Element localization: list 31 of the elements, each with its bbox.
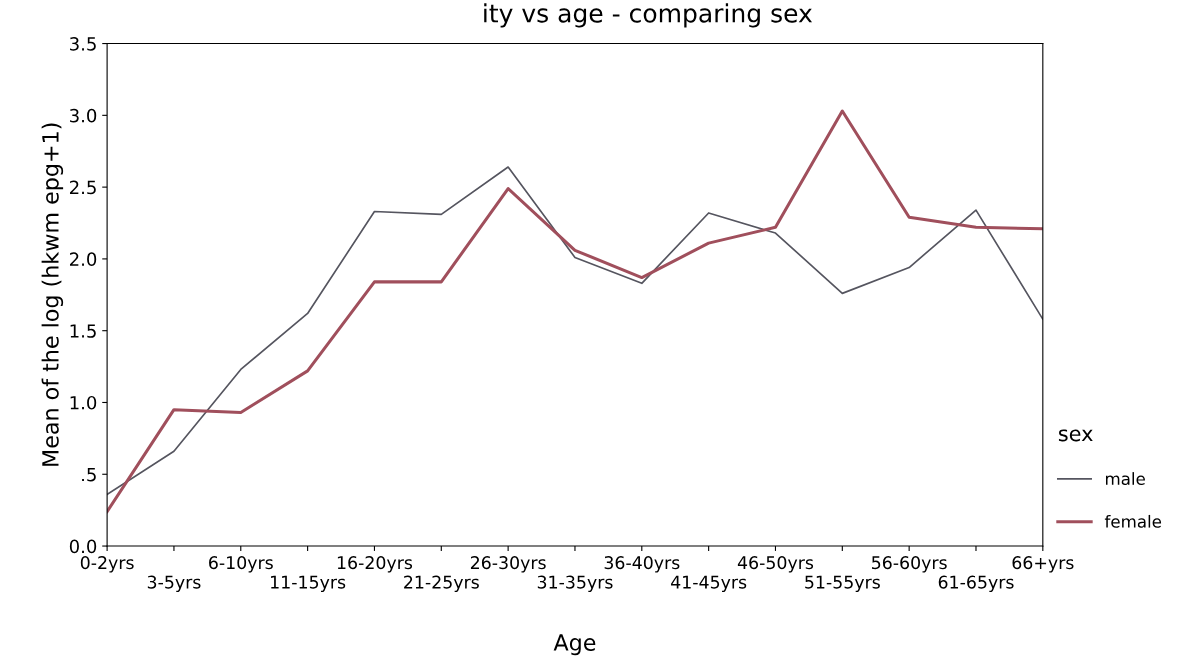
legend-label: female — [1104, 514, 1162, 528]
y-tick-label: 1.0 — [70, 395, 97, 410]
x-tick-label: 41-45yrs — [671, 575, 747, 593]
x-tick-label: 0-2yrs — [80, 556, 134, 573]
y-tick-label: 1.5 — [70, 324, 96, 338]
y-tick-label: 0.0 — [69, 539, 97, 554]
y-tick-label: .5 — [82, 467, 96, 482]
y-axis-title: Mean of the log (hkwm epg+1) — [41, 123, 64, 466]
x-tick-label: 3-5yrs — [147, 575, 201, 593]
line-series — [107, 166, 1043, 496]
x-tick-label: 16-20yrs — [337, 556, 413, 573]
x-tick-label: 36-40yrs — [604, 556, 680, 573]
legend-title: sex — [1058, 429, 1093, 442]
x-tick-label: 6-10yrs — [209, 556, 273, 573]
x-tick-label: 56-60yrs — [872, 556, 947, 573]
x-tick-label: 51-55yrs — [805, 575, 880, 593]
x-tick-label: 26-30yrs — [470, 556, 546, 573]
x-tick-label: 66+yrs — [1012, 556, 1074, 573]
y-tick-label: 2.0 — [69, 252, 97, 267]
chart-title: ity vs age - comparing sex — [484, 3, 813, 28]
y-tick-label: 3.0 — [70, 108, 97, 123]
x-axis-title: Age — [553, 634, 596, 656]
x-tick-label: 31-35yrs — [537, 575, 613, 593]
x-tick-label: 21-25yrs — [404, 575, 479, 593]
x-tick-label: 11-15yrs — [271, 575, 346, 593]
x-tick-label: 61-65yrs — [938, 575, 1014, 593]
x-tick-label: 46-50yrs — [737, 556, 814, 573]
legend-label: male — [1106, 472, 1145, 486]
y-tick-label: 3.5 — [70, 37, 96, 51]
line-series — [107, 109, 1043, 514]
y-tick-label: 2.5 — [69, 180, 96, 195]
